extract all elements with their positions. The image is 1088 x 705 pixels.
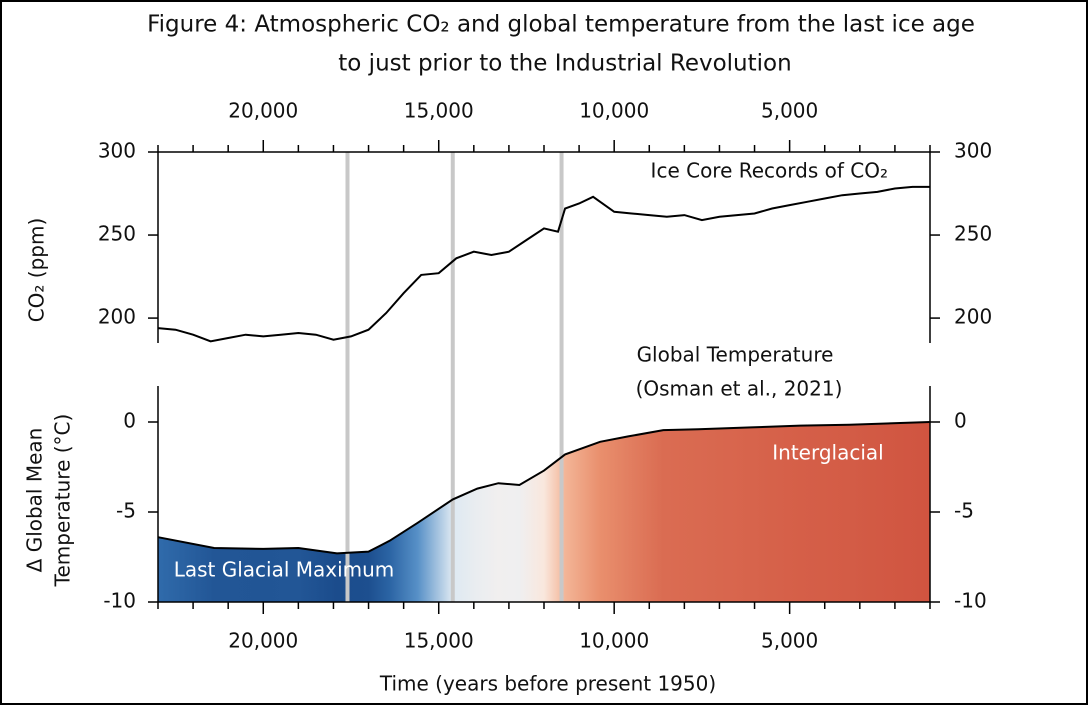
y-tick-label: -10 <box>103 589 136 613</box>
x-axis-label: Time (years before present 1950) <box>379 672 716 696</box>
y-axis-label: Δ Global Mean <box>23 428 47 573</box>
y-tick-label: -10 <box>954 589 987 613</box>
y-tick-label: -5 <box>954 499 974 523</box>
y-tick-label: 200 <box>954 305 992 329</box>
annotation: Ice Core Records of CO₂ <box>651 159 888 183</box>
annotation: Global Temperature <box>637 343 834 367</box>
x-tick-label: 10,000 <box>579 99 649 123</box>
y-tick-label: 250 <box>98 222 136 246</box>
x-tick-label: 15,000 <box>404 99 474 123</box>
y-tick-label: 0 <box>954 409 967 433</box>
x-tick-label: 5,000 <box>761 629 818 653</box>
y-tick-label: 300 <box>954 139 992 163</box>
chart-title: to just prior to the Industrial Revoluti… <box>338 51 791 77</box>
annotation: (Osman et al., 2021) <box>636 377 843 401</box>
data-line <box>157 185 930 343</box>
x-tick-label: 10,000 <box>579 629 649 653</box>
y-tick-label: 0 <box>123 409 136 433</box>
y-tick-label: 200 <box>98 305 136 329</box>
plot-area: 200 200 250 250 300 300 20,000 15,000 10,000 5,00… <box>98 99 992 653</box>
x-tick-label: 20,000 <box>228 99 298 123</box>
data-line <box>157 421 931 555</box>
x-tick-label: 15,000 <box>404 629 474 653</box>
y-axis-label: CO₂ (ppm) <box>25 218 49 323</box>
x-tick-label: 20,000 <box>228 629 298 653</box>
annotation: Last Glacial Maximum <box>174 558 395 582</box>
y-tick-label: 300 <box>98 139 136 163</box>
y-tick-label: 250 <box>954 222 992 246</box>
data-area <box>158 422 930 602</box>
chart-title: Figure 4: Atmospheric CO₂ and global tem… <box>147 12 975 38</box>
y-axis-label: Temperature (°C) <box>51 414 75 588</box>
annotation: Interglacial <box>772 441 883 465</box>
x-tick-label: 5,000 <box>761 99 818 123</box>
y-tick-label: -5 <box>116 499 136 523</box>
